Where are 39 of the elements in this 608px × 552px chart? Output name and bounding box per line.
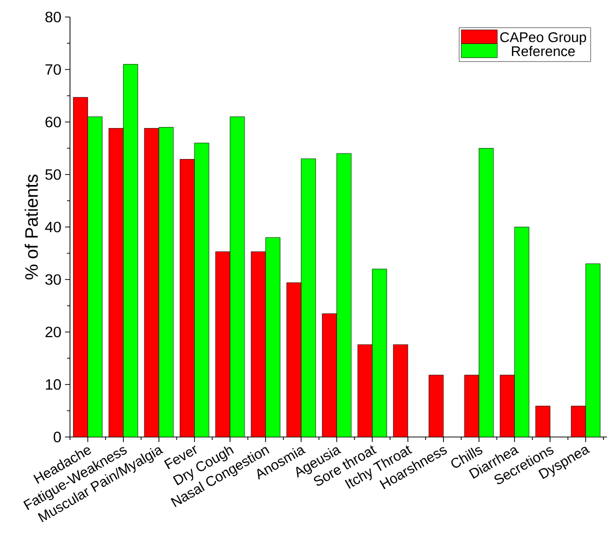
y-tick-label: 50 [45, 169, 61, 180]
bar [478, 148, 494, 437]
bar [300, 158, 316, 437]
y-tick-label: 70 [46, 64, 61, 75]
bar [108, 128, 124, 437]
bar [286, 282, 302, 437]
bar [464, 374, 480, 437]
bar [428, 374, 444, 437]
bar [73, 97, 88, 437]
bar [144, 128, 160, 437]
bar [230, 116, 245, 437]
bar [123, 64, 138, 437]
bar [250, 251, 266, 437]
bar [585, 264, 600, 437]
bar [88, 116, 102, 437]
bar [265, 237, 280, 437]
y-tick-label: 10 [46, 379, 61, 390]
y-tick-label: 30 [45, 274, 61, 285]
y-tick-label: 80 [45, 12, 61, 22]
bar [514, 226, 530, 437]
bar [180, 159, 195, 437]
bar [500, 374, 515, 437]
bar [194, 142, 210, 437]
y-tick-label: 40 [45, 222, 61, 232]
bar [322, 313, 337, 437]
y-tick-label: 20 [46, 326, 61, 338]
bar [393, 344, 408, 437]
y-tick-label: 0 [54, 432, 61, 442]
bar [358, 344, 372, 437]
bar [215, 251, 230, 437]
y-axis-title: % of Patients [24, 174, 38, 280]
bar [158, 127, 174, 437]
bar [372, 268, 387, 437]
legend-label: CAPeo Group [500, 32, 586, 45]
legend-label: Reference [512, 46, 575, 56]
bar [336, 153, 352, 437]
bar [535, 406, 550, 437]
y-tick-label: 60 [46, 116, 61, 128]
bar [570, 406, 586, 437]
